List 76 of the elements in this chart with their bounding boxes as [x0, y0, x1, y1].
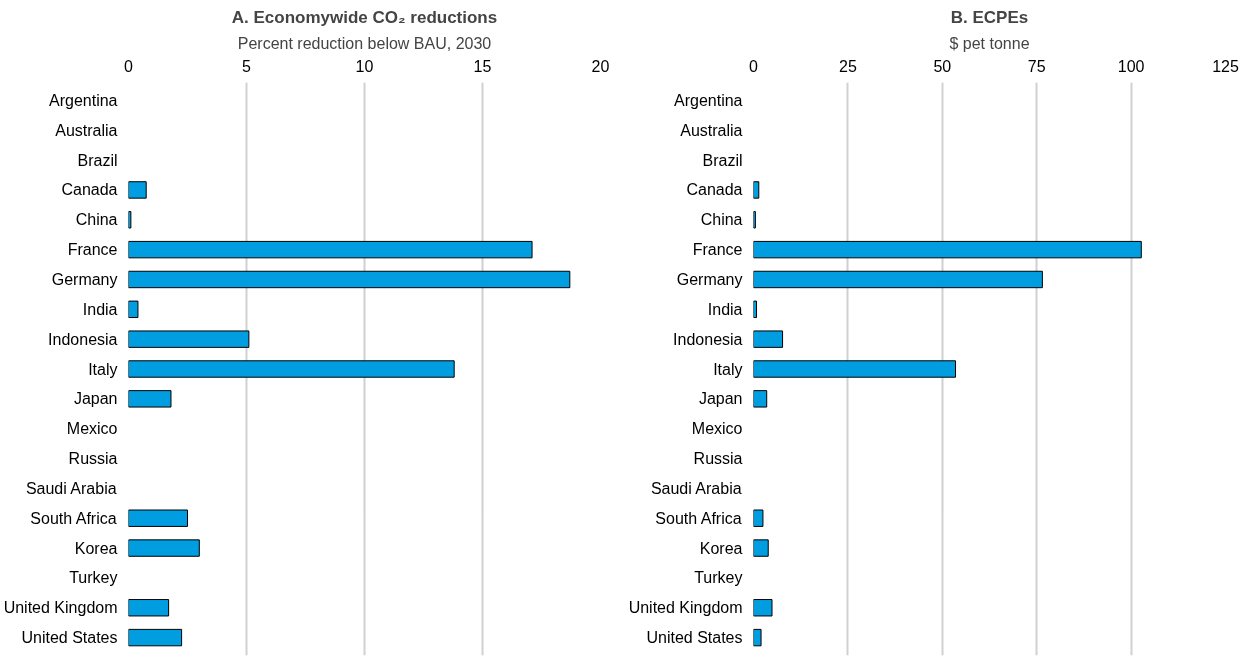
bar — [128, 628, 183, 647]
y-tick-label: Argentina — [49, 91, 118, 109]
y-tick-label: Brazil — [702, 151, 743, 169]
bar — [128, 360, 455, 378]
bar — [128, 240, 533, 259]
x-tick-label: 50 — [933, 57, 952, 75]
x-tick-label: 75 — [1027, 57, 1046, 75]
y-tick-label: Italy — [713, 360, 743, 378]
bar — [128, 509, 188, 527]
x-tick-label: 100 — [1117, 57, 1145, 75]
bar — [753, 270, 1043, 289]
bar — [753, 181, 760, 199]
y-tick-label: Australia — [55, 121, 118, 139]
y-tick-label: Japan — [698, 390, 743, 408]
x-tick-label: 0 — [749, 57, 759, 75]
y-tick-label: Canada — [61, 181, 118, 199]
x-tick-label: 25 — [839, 57, 857, 75]
y-tick-label: Saudi Arabia — [25, 479, 117, 497]
y-tick-label: United States — [646, 629, 743, 647]
bar — [753, 390, 768, 408]
y-tick-label: Turkey — [69, 569, 118, 587]
y-tick-label: Canada — [686, 181, 743, 199]
bar — [128, 330, 250, 348]
y-tick-label: Italy — [88, 360, 118, 378]
y-tick-label: India — [707, 300, 743, 318]
y-tick-label: Russia — [68, 450, 118, 468]
bar — [128, 270, 571, 289]
bar — [753, 300, 758, 319]
bar — [128, 211, 132, 229]
x-tick-label: 15 — [473, 57, 492, 75]
chart-title: B. ECPEs — [950, 7, 1029, 27]
y-tick-label: Argentina — [674, 91, 743, 109]
bar — [128, 181, 147, 199]
y-tick-label: Saudi Arabia — [650, 479, 742, 497]
bar — [128, 300, 139, 319]
bar — [128, 539, 200, 557]
y-tick-label: Korea — [74, 539, 118, 557]
x-tick-label: 0 — [124, 57, 134, 75]
y-tick-label: Australia — [680, 121, 743, 139]
y-tick-label: Indonesia — [48, 330, 118, 348]
x-tick-label: 10 — [355, 57, 374, 75]
y-tick-label: South Africa — [655, 509, 742, 527]
bar — [753, 240, 1142, 259]
bar — [128, 599, 170, 617]
y-tick-label: United States — [21, 629, 118, 647]
x-axis-title: Percent reduction below BAU, 2030 — [237, 34, 492, 52]
y-tick-label: China — [75, 211, 118, 229]
bar — [128, 390, 172, 408]
y-tick-label: Brazil — [77, 151, 118, 169]
y-tick-label: Mexico — [691, 420, 743, 438]
bar — [753, 509, 764, 527]
x-tick-label: 20 — [591, 57, 610, 75]
y-tick-label: South Africa — [30, 509, 117, 527]
bar — [753, 360, 957, 378]
x-tick-label: 5 — [242, 57, 252, 75]
x-tick-label: 125 — [1212, 57, 1239, 75]
y-tick-label: Japan — [73, 390, 118, 408]
y-tick-label: United Kingdom — [3, 599, 118, 617]
y-tick-label: Russia — [693, 450, 743, 468]
bar — [753, 628, 762, 647]
bar — [753, 539, 769, 557]
y-tick-label: Indonesia — [673, 330, 743, 348]
chart-title: A. Economywide CO₂ reductions — [231, 7, 498, 27]
y-tick-label: Korea — [699, 539, 743, 557]
y-tick-label: India — [82, 300, 118, 318]
y-tick-label: France — [692, 241, 743, 259]
y-tick-label: Germany — [676, 270, 743, 288]
x-axis-title: $ pet tonne — [949, 34, 1030, 52]
y-tick-label: Mexico — [66, 420, 118, 438]
bar — [753, 330, 784, 348]
y-tick-label: Germany — [51, 270, 118, 288]
y-tick-label: Turkey — [694, 569, 743, 587]
y-tick-label: France — [67, 241, 118, 259]
bar — [753, 599, 773, 617]
y-tick-label: China — [700, 211, 743, 229]
y-tick-label: United Kingdom — [628, 599, 743, 617]
